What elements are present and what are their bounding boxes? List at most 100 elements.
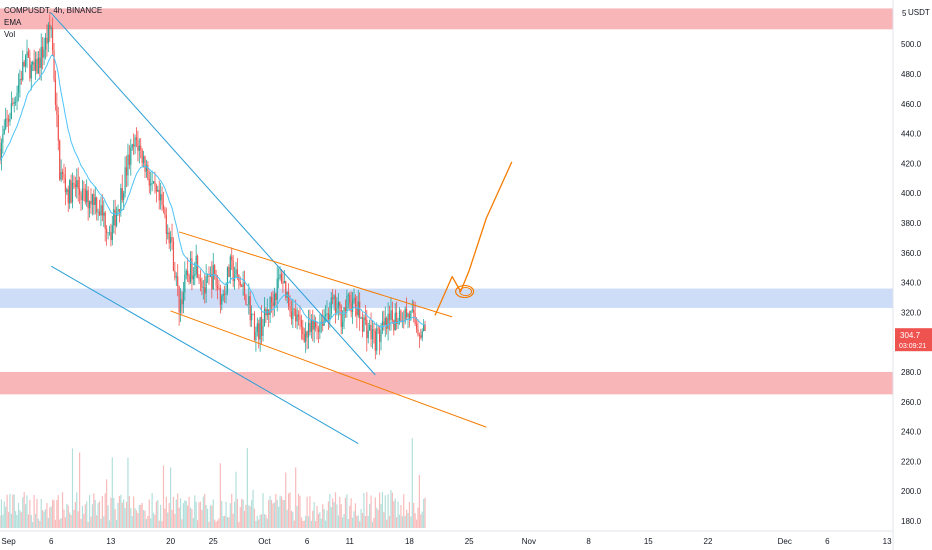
ema-indicator-label[interactable]: EMA: [4, 18, 22, 27]
candle: [162, 191, 165, 214]
volume-bar: [400, 505, 402, 528]
candle: [295, 299, 297, 328]
candle: [332, 288, 334, 305]
volume-bar: [59, 519, 61, 528]
candle: [354, 294, 357, 317]
candle: [107, 232, 109, 240]
volume-bar: [289, 492, 291, 528]
candle: [161, 186, 163, 211]
volume-bar: [43, 511, 45, 528]
volume-bar: [276, 499, 278, 528]
trendline-blue-0[interactable]: [50, 12, 376, 376]
volume-bar: [221, 500, 223, 528]
volume-bar: [231, 493, 233, 528]
candle: [201, 277, 203, 296]
zone-red-0[interactable]: [0, 8, 893, 30]
trendline-orange-2[interactable]: [178, 231, 453, 318]
candle: [100, 196, 102, 227]
volume-bar: [357, 515, 359, 528]
volume-bar: [408, 502, 411, 528]
candle: [209, 266, 212, 278]
projection-path[interactable]: [434, 161, 513, 316]
volume-bar: [334, 492, 337, 528]
candle: [400, 309, 402, 323]
candle: [178, 285, 180, 326]
candle: [222, 289, 224, 302]
time-tick-label: 6: [49, 537, 54, 546]
volume-bar: [214, 519, 216, 528]
volume-bar: [305, 515, 307, 528]
candle: [238, 274, 240, 290]
volume-bar: [233, 501, 236, 528]
candle: [326, 300, 328, 321]
volume-bar: [296, 505, 298, 528]
volume-bar: [130, 507, 132, 528]
volume-bar: [405, 509, 408, 528]
volume-bar: [360, 509, 362, 528]
volume-bar: [407, 512, 409, 528]
projection-loop[interactable]: [455, 284, 475, 299]
volume-bar: [286, 509, 288, 528]
volume-bar: [371, 521, 374, 528]
candle: [86, 179, 88, 207]
candle: [386, 316, 388, 335]
candle: [37, 51, 39, 74]
volume-bar: [243, 510, 246, 528]
candle: [302, 319, 304, 341]
trendline-blue-1[interactable]: [50, 265, 359, 444]
price-tick-label: 340.0: [901, 279, 922, 288]
volume-indicator-label[interactable]: Vol: [4, 30, 16, 39]
candle: [390, 297, 392, 331]
volume-bar: [373, 517, 375, 528]
zone-red-2[interactable]: [0, 372, 893, 395]
volume-bar: [9, 493, 11, 528]
volume-bar: [191, 508, 193, 528]
volume-bar: [302, 520, 304, 528]
candle: [249, 291, 251, 327]
candle: [290, 300, 293, 325]
volume-bar: [138, 504, 140, 528]
volume-bar: [174, 513, 176, 528]
volume-bar: [97, 503, 99, 528]
volume-bar: [263, 513, 266, 528]
candle: [322, 309, 324, 332]
candle: [275, 292, 277, 306]
volume-bar: [197, 520, 199, 528]
volume-bar: [42, 510, 44, 528]
volume-bar: [391, 492, 393, 528]
candle: [359, 292, 361, 331]
volume-bar: [73, 509, 75, 528]
volume-bar: [81, 505, 84, 528]
price-tick-label: 220.0: [901, 457, 922, 466]
candle: [361, 312, 364, 338]
candle: [6, 109, 8, 127]
ema-line[interactable]: [0, 54, 426, 328]
volume-bar: [270, 499, 273, 528]
candle: [252, 313, 254, 315]
price-tick-label: 500.0: [901, 40, 922, 49]
candle: [127, 143, 129, 187]
candle: [147, 161, 149, 181]
volume-bar: [152, 512, 155, 528]
volume-bar: [61, 492, 64, 528]
volume-bar: [329, 494, 331, 528]
trendline-orange-3[interactable]: [170, 310, 487, 428]
volume-bar: [44, 509, 47, 528]
zone-blue-1[interactable]: [0, 288, 893, 308]
candle: [15, 96, 17, 106]
volume-bar: [421, 511, 423, 528]
time-tick-label: 6: [305, 537, 310, 546]
candle: [315, 316, 317, 332]
symbol-title[interactable]: COMPUSDT, 4h, BINANCE: [4, 6, 103, 15]
volume-bar: [279, 495, 281, 528]
volume-bar: [378, 492, 381, 528]
volume-bar: [383, 512, 385, 528]
volume-bar: [293, 520, 295, 528]
volume-bar: [300, 517, 302, 528]
volume-bar: [0, 515, 1, 528]
volume-bar: [339, 496, 341, 528]
candle: [263, 297, 266, 327]
volume-bar: [19, 510, 21, 528]
volume-bar: [359, 521, 361, 528]
